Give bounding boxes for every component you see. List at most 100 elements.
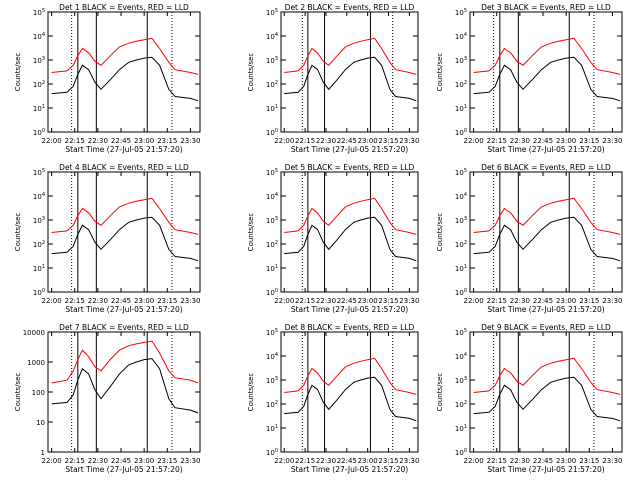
plot-frame — [469, 11, 623, 133]
x-tick-label: 23:15 — [157, 457, 177, 465]
y-tick-label: 102 — [33, 80, 45, 89]
x-axis-label: Start Time (27-Jul-05 21:57:20) — [291, 145, 408, 154]
y-tick-label: 102 — [266, 240, 278, 249]
x-axis-label: Start Time (27-Jul-05 21:57:20) — [65, 305, 182, 314]
x-tick-label: 23:00 — [134, 297, 154, 305]
y-tick-label: 102 — [455, 80, 467, 89]
y-tick-label: 101 — [266, 424, 278, 433]
events-rate-line — [284, 216, 417, 262]
x-tick-label: 22:15 — [65, 137, 85, 145]
x-axis-label: Start Time (27-Jul-05 21:57:20) — [487, 145, 604, 154]
x-tick-label: 23:30 — [602, 457, 622, 465]
events-rate-line — [51, 216, 199, 262]
y-tick-label: 101 — [455, 424, 467, 433]
y-axis-label: Counts/sec — [14, 373, 22, 412]
x-tick-label: 22:45 — [337, 297, 357, 305]
x-tick-label: 23:15 — [579, 297, 599, 305]
panel-title: Det 1 BLACK = Events, RED = LLD — [59, 3, 189, 12]
x-tick-label: 23:00 — [134, 457, 154, 465]
x-tick-label: 22:15 — [65, 297, 85, 305]
events-rate-line — [51, 358, 199, 414]
x-tick-label: 23:30 — [180, 297, 200, 305]
y-tick-label: 100 — [266, 128, 278, 137]
x-tick-label: 23:00 — [556, 137, 576, 145]
x-tick-label: 23:15 — [579, 457, 599, 465]
plot-frame — [469, 331, 623, 453]
y-tick-label: 1 — [41, 449, 45, 457]
x-tick-label: 22:00 — [274, 137, 294, 145]
events-rate-line — [473, 216, 621, 262]
lld-rate-line — [284, 357, 417, 395]
x-tick-label: 23:30 — [399, 137, 419, 145]
y-tick-label: 100 — [266, 288, 278, 297]
y-tick-label: 105 — [266, 8, 278, 17]
y-tick-label: 101 — [33, 264, 45, 273]
y-tick-label: 104 — [455, 192, 467, 201]
y-tick-label: 105 — [455, 168, 467, 177]
lld-rate-line — [51, 340, 199, 384]
lld-rate-line — [473, 357, 621, 395]
y-tick-label: 101 — [33, 104, 45, 113]
x-tick-label: 22:15 — [295, 297, 315, 305]
lld-rate-line — [284, 37, 417, 75]
events-rate-line — [51, 56, 199, 102]
y-tick-label: 102 — [266, 80, 278, 89]
y-tick-label: 105 — [455, 8, 467, 17]
y-tick-label: 105 — [266, 328, 278, 337]
x-tick-label: 22:00 — [274, 457, 294, 465]
y-tick-label: 105 — [266, 168, 278, 177]
y-tick-label: 101 — [266, 104, 278, 113]
plot-frame — [47, 171, 201, 293]
y-tick-label: 103 — [266, 56, 278, 65]
y-tick-label: 105 — [33, 168, 45, 177]
y-tick-label: 100 — [455, 128, 467, 137]
lld-rate-line — [284, 197, 417, 235]
x-tick-label: 22:30 — [510, 297, 530, 305]
y-axis-label: Counts/sec — [247, 213, 255, 252]
y-tick-label: 100 — [32, 389, 45, 397]
panel-title: Det 4 BLACK = Events, RED = LLD — [59, 163, 189, 172]
x-tick-label: 23:30 — [602, 297, 622, 305]
x-tick-label: 23:00 — [134, 137, 154, 145]
x-tick-label: 22:00 — [464, 137, 484, 145]
x-tick-label: 22:15 — [65, 457, 85, 465]
y-tick-label: 104 — [266, 192, 278, 201]
x-tick-label: 22:00 — [42, 137, 62, 145]
events-rate-line — [473, 376, 621, 422]
detector-panel: 1 10 100 1000 10000 22:00 22:15 22:30 22:45 23:00… — [14, 323, 201, 474]
x-tick-label: 22:45 — [337, 457, 357, 465]
y-axis-label: Counts/sec — [436, 213, 444, 252]
x-tick-label: 23:15 — [579, 137, 599, 145]
y-tick-label: 104 — [266, 32, 278, 41]
lld-rate-line — [473, 197, 621, 235]
y-tick-label: 103 — [266, 376, 278, 385]
y-axis-label: Counts/sec — [247, 53, 255, 92]
x-tick-label: 22:00 — [42, 297, 62, 305]
x-axis-label: Start Time (27-Jul-05 21:57:20) — [487, 305, 604, 314]
y-tick-label: 101 — [455, 264, 467, 273]
lld-rate-line — [473, 37, 621, 75]
y-tick-label: 104 — [33, 32, 45, 41]
y-tick-label: 100 — [455, 448, 467, 457]
x-tick-label: 22:30 — [88, 137, 108, 145]
events-rate-line — [473, 56, 621, 102]
x-tick-label: 22:45 — [111, 137, 131, 145]
y-tick-label: 102 — [455, 400, 467, 409]
y-tick-label: 100 — [33, 288, 45, 297]
y-tick-label: 104 — [455, 352, 467, 361]
x-tick-label: 23:00 — [358, 457, 378, 465]
y-tick-label: 103 — [455, 56, 467, 65]
x-tick-label: 23:00 — [556, 457, 576, 465]
y-tick-label: 102 — [266, 400, 278, 409]
panel-title: Det 7 BLACK = Events, RED = LLD — [59, 323, 189, 332]
x-tick-label: 22:30 — [88, 297, 108, 305]
y-tick-label: 104 — [266, 352, 278, 361]
y-axis-label: Counts/sec — [14, 53, 22, 92]
plot-frame — [47, 331, 201, 453]
x-tick-label: 22:00 — [464, 297, 484, 305]
